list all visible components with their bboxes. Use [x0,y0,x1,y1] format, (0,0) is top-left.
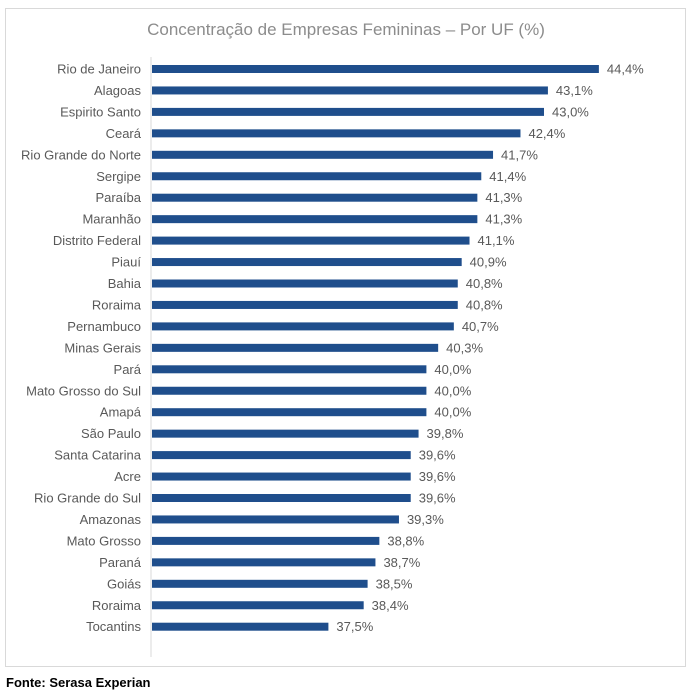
category-label: São Paulo [81,426,141,441]
data-label: 44,4% [607,62,644,77]
category-label: Tocantins [86,619,141,634]
bar [152,236,470,245]
category-label: Mato Grosso [67,533,141,548]
bar [152,386,427,395]
category-label: Roraima [92,297,142,312]
source-note: Fonte: Serasa Experian [6,675,151,690]
data-label: 39,6% [419,491,456,506]
category-label: Alagoas [94,83,141,98]
bar [152,86,548,95]
bar [152,300,458,309]
bar-chart: Concentração de Empresas Femininas – Por… [21,20,644,657]
bar [152,558,376,567]
category-label: Amapá [100,405,142,420]
bar [152,107,544,116]
data-label: 40,3% [446,340,483,355]
bar [152,150,494,159]
bar [152,129,521,138]
category-label: Acre [114,469,141,484]
bar [152,494,411,502]
data-label: 38,7% [383,555,420,570]
data-label: 40,8% [466,276,503,291]
data-label: 40,9% [470,255,507,270]
bar [152,193,478,202]
category-label: Roraima [92,598,142,613]
bar [152,215,478,224]
category-label: Minas Gerais [64,340,141,355]
bar [152,343,439,352]
data-label: 39,3% [407,512,444,527]
category-label: Sergipe [96,169,141,184]
bar [152,322,454,331]
data-label: 41,3% [485,212,522,227]
data-label: 41,7% [501,147,538,162]
data-label: 39,8% [427,426,464,441]
category-label: Maranhão [82,212,141,227]
bars-layer: Rio de Janeiro 44,4% Alagoas 43,1% Espirito … [21,62,644,635]
data-label: 40,0% [434,383,471,398]
data-label: 40,8% [466,297,503,312]
category-label: Amazonas [80,512,142,527]
data-label: 38,4% [372,598,409,613]
data-label: 38,5% [376,576,413,591]
category-label: Mato Grosso do Sul [26,383,141,398]
bar [152,622,329,631]
bar [152,579,368,588]
category-label: Goiás [107,576,141,591]
bar [152,515,399,524]
data-label: 40,0% [434,362,471,377]
data-label: 37,5% [336,619,373,634]
category-label: Paraná [99,555,142,570]
bar [152,451,411,460]
data-label: 38,8% [387,533,424,548]
bar [152,429,419,438]
bar [152,472,411,481]
chart-frame [5,8,686,667]
data-label: 40,7% [462,319,499,334]
bar [152,172,482,181]
category-label: Rio Grande do Sul [34,491,141,506]
category-label: Pará [114,362,142,377]
category-label: Bahia [108,276,142,291]
data-label: 39,6% [419,469,456,484]
bar [152,601,364,610]
category-label: Paraíba [95,190,141,205]
data-label: 43,1% [556,83,593,98]
data-label: 41,3% [485,190,522,205]
bar [152,408,427,417]
data-label: 42,4% [528,126,565,141]
category-label: Espirito Santo [60,104,141,119]
category-label: Pernambuco [67,319,141,334]
category-label: Rio de Janeiro [57,62,141,77]
category-label: Piauí [111,255,141,270]
category-label: Rio Grande do Norte [21,147,141,162]
bar [152,279,458,288]
bar [152,536,380,545]
category-label: Santa Catarina [54,448,141,463]
data-label: 40,0% [434,405,471,420]
chart-title: Concentração de Empresas Femininas – Por… [147,20,545,39]
category-label: Ceará [106,126,142,141]
bar [152,65,599,73]
bar [152,258,462,267]
data-label: 41,4% [489,169,526,184]
bar [152,365,427,374]
data-label: 41,1% [478,233,515,248]
data-label: 39,6% [419,448,456,463]
category-label: Distrito Federal [53,233,141,248]
data-label: 43,0% [552,104,589,119]
